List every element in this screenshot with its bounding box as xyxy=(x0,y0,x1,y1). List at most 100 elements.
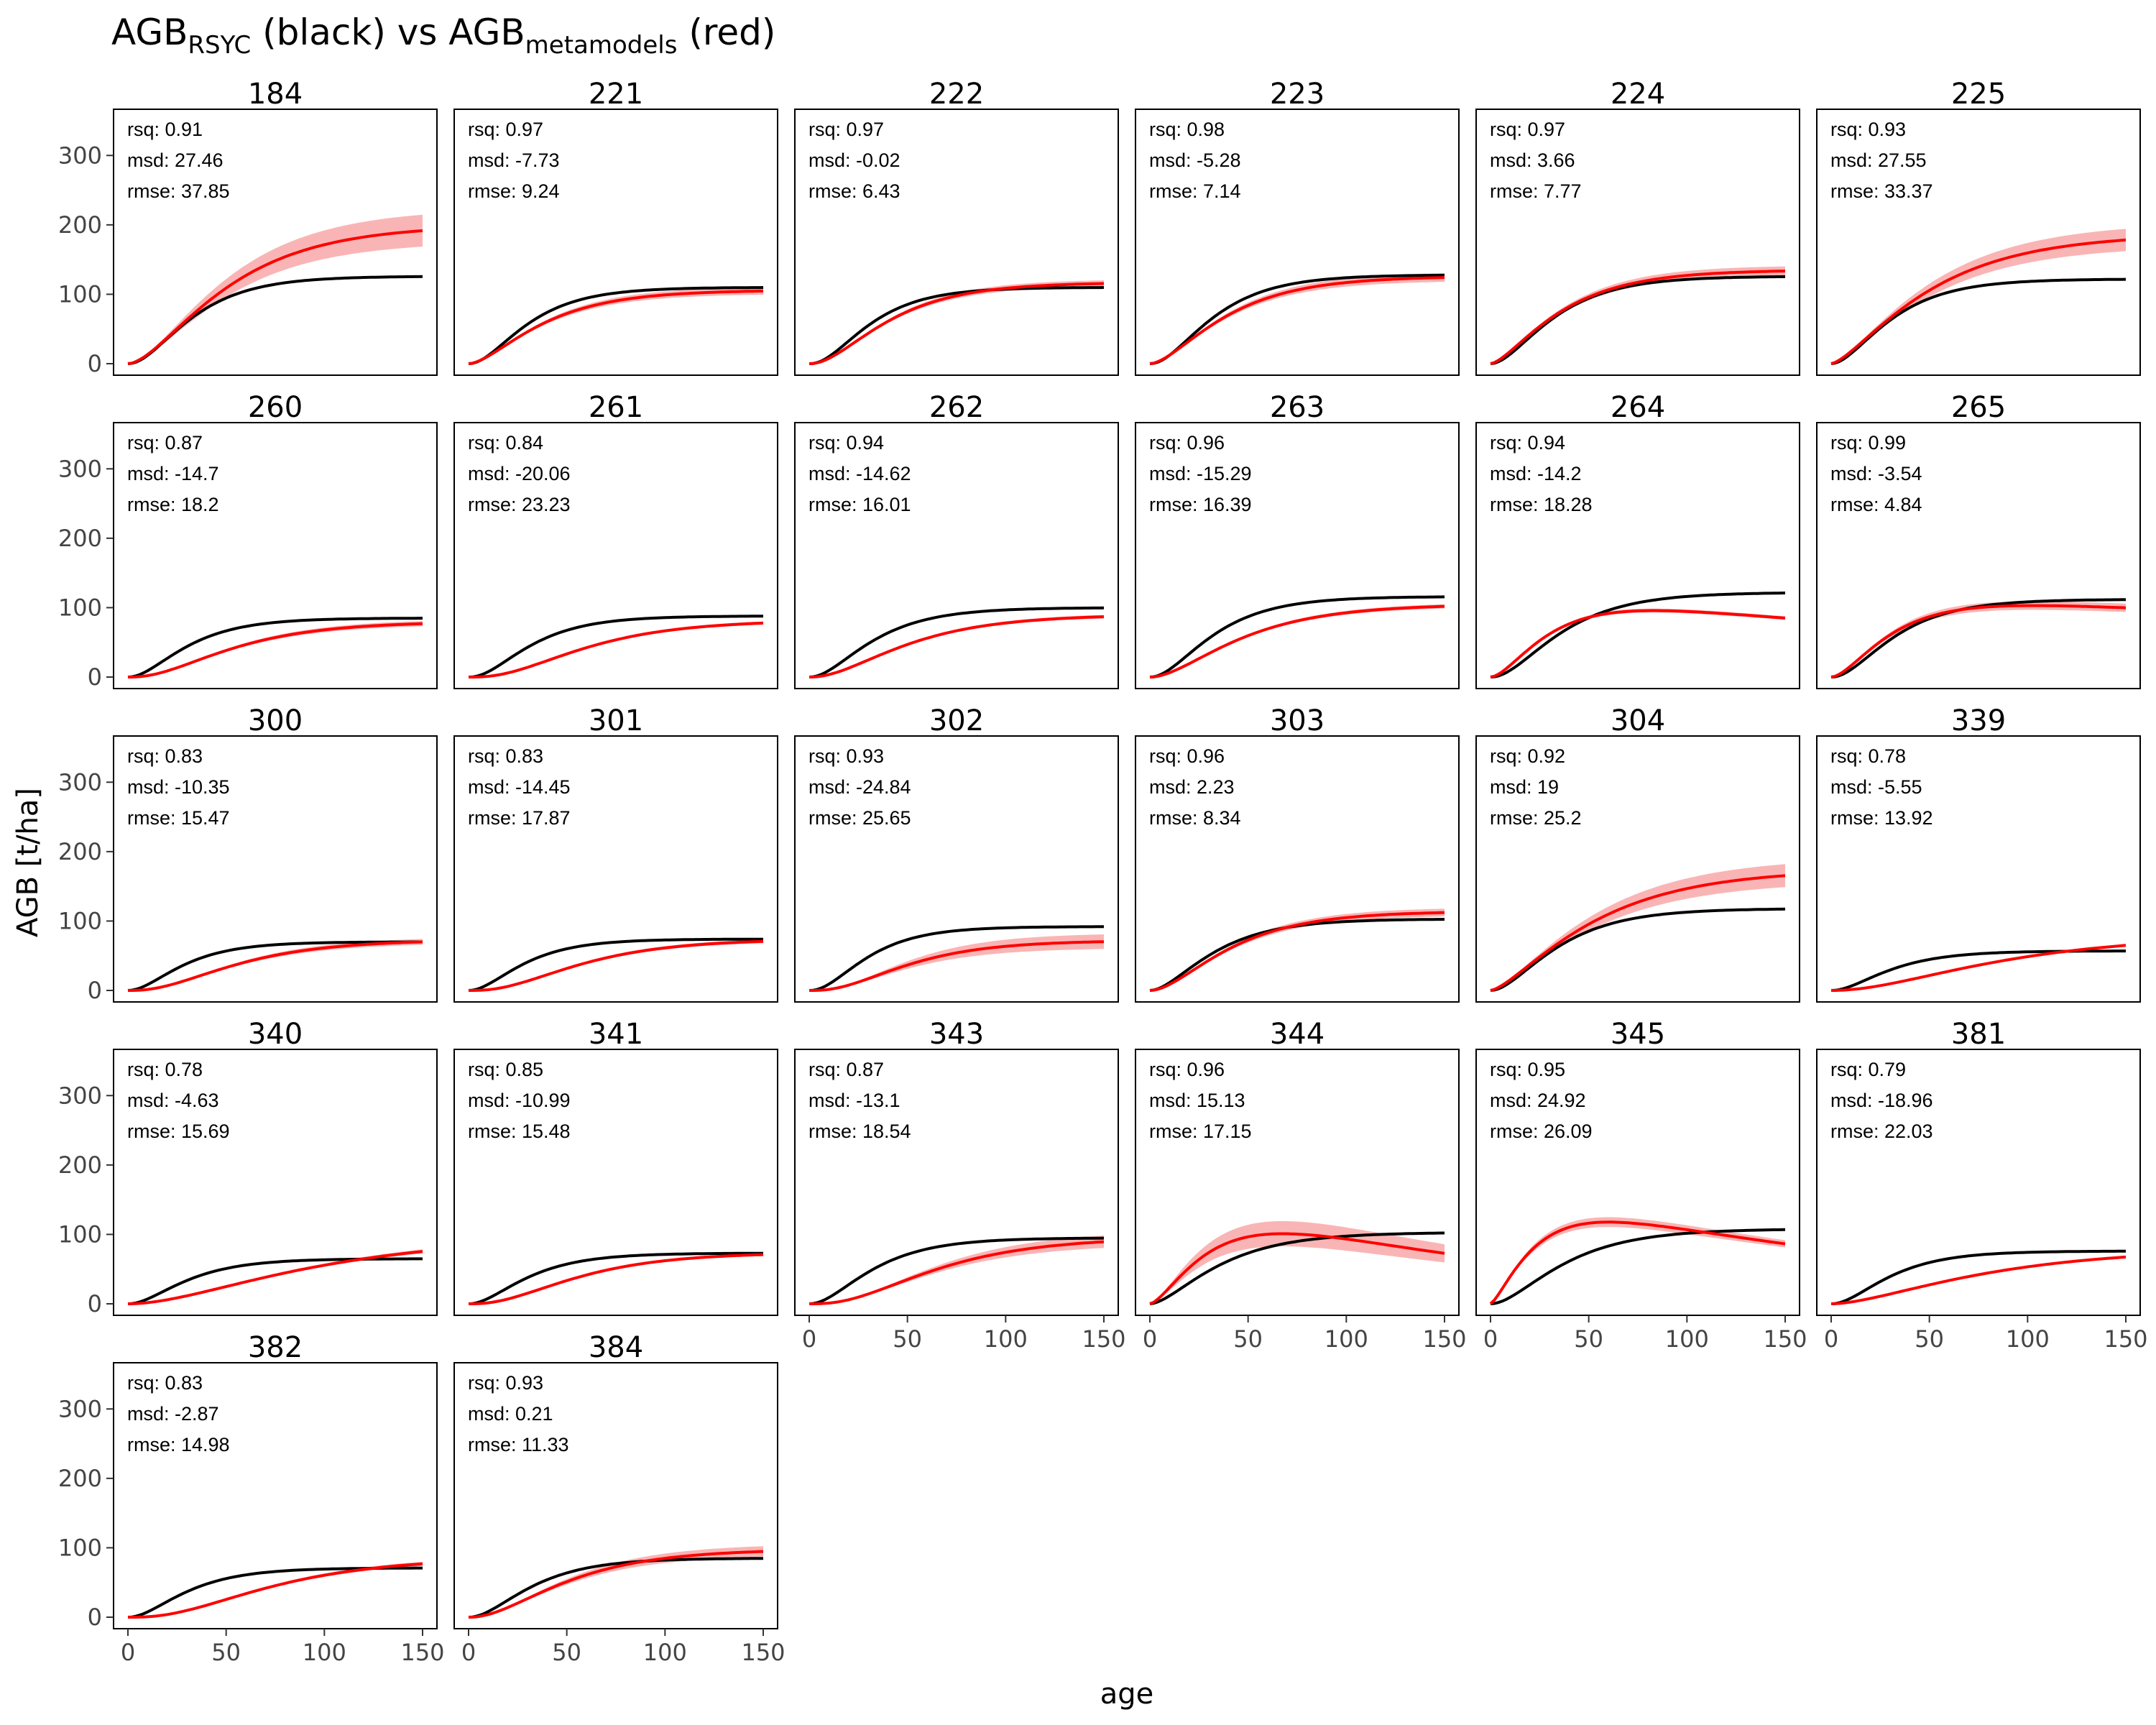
panel-label: 340 xyxy=(248,1018,303,1051)
x-tick-label: 0 xyxy=(461,1639,476,1666)
panel-frame xyxy=(453,422,778,689)
stat-rsq: rsq: 0.97 xyxy=(468,119,543,140)
x-tick-label: 100 xyxy=(1325,1325,1368,1353)
confidence-band xyxy=(1831,601,2126,677)
stat-rmse: rmse: 8.34 xyxy=(1149,807,1241,829)
stat-rmse: rmse: 15.47 xyxy=(127,807,230,829)
y-axis-title: AGB [t/ha] xyxy=(11,788,45,937)
stat-rmse: rmse: 7.77 xyxy=(1490,180,1582,202)
stat-rmse: rmse: 18.54 xyxy=(808,1121,911,1142)
metamodel-line xyxy=(1490,609,1786,678)
panel-frame xyxy=(1135,422,1460,689)
rsyc-line xyxy=(468,615,763,678)
confidence-band xyxy=(809,1236,1104,1304)
x-tick-label: 0 xyxy=(802,1325,816,1353)
x-tick-label: 150 xyxy=(1763,1325,1807,1353)
stat-rsq: rsq: 0.85 xyxy=(468,1059,543,1080)
rsyc-line xyxy=(1830,277,2127,365)
confidence-band xyxy=(128,214,423,364)
panel-frame xyxy=(113,109,438,376)
x-tick-label: 150 xyxy=(2104,1325,2147,1353)
stat-rsq: rsq: 0.98 xyxy=(1149,119,1225,140)
panel-384: 384 rsq: 0.93 msd: 0.21 rmse: 11.33 0 50 100 15… xyxy=(453,1331,786,1666)
stat-rsq: rsq: 0.95 xyxy=(1490,1059,1565,1080)
rsyc-line xyxy=(127,617,423,678)
stat-msd: msd: 24.92 xyxy=(1490,1090,1586,1111)
y-tick-label: 300 xyxy=(58,142,102,169)
stat-msd: msd: -10.35 xyxy=(127,776,230,798)
panel-label: 345 xyxy=(1611,1018,1665,1051)
metamodel-line xyxy=(809,1240,1105,1305)
x-tick-label: 150 xyxy=(1422,1325,1466,1353)
panel-frame xyxy=(1135,1049,1460,1316)
y-tick-label: 100 xyxy=(58,594,102,621)
confidence-band xyxy=(809,934,1104,990)
metamodel-line xyxy=(1149,604,1445,678)
metamodel-line xyxy=(808,615,1105,678)
metamodel-line xyxy=(809,940,1105,992)
rsyc-line xyxy=(1490,1228,1786,1305)
stat-msd: msd: -14.45 xyxy=(468,776,571,798)
panel-frame xyxy=(1135,109,1460,376)
panel-frame xyxy=(1135,735,1460,1003)
panel-184: 184 rsq: 0.91 msd: 27.46 rmse: 37.85 0 100 200… xyxy=(58,78,438,377)
stat-rsq: rsq: 0.84 xyxy=(468,432,543,454)
stat-rsq: rsq: 0.94 xyxy=(1490,432,1565,454)
stat-rmse: rmse: 18.2 xyxy=(127,494,219,515)
confidence-band xyxy=(128,1561,423,1617)
x-tick-label: 0 xyxy=(1483,1325,1498,1353)
stat-rmse: rmse: 33.37 xyxy=(1830,180,1933,202)
metamodel-line xyxy=(1489,1220,1786,1305)
stat-rmse: rmse: 15.69 xyxy=(127,1121,230,1142)
x-tick-label: 100 xyxy=(1665,1325,1709,1353)
chart-title: AGBRSYC (black) vs AGBmetamodels (red) xyxy=(111,12,775,60)
panel-frame xyxy=(1816,735,2141,1003)
y-tick-label: 300 xyxy=(58,768,102,796)
metamodel-line xyxy=(1831,944,2127,992)
stat-rsq: rsq: 0.97 xyxy=(808,119,884,140)
stat-rmse: rmse: 7.14 xyxy=(1149,180,1241,202)
panel-label: 262 xyxy=(929,391,984,424)
stat-msd: msd: 0.21 xyxy=(468,1403,553,1425)
x-tick-label: 100 xyxy=(303,1639,346,1666)
panel-301: 301 rsq: 0.83 msd: -14.45 rmse: 17.87 xyxy=(453,704,778,1003)
rsyc-line xyxy=(468,1557,764,1619)
metamodel-line xyxy=(128,1562,423,1619)
panel-224: 224 rsq: 0.97 msd: 3.66 rmse: 7.77 xyxy=(1475,78,1800,376)
panel-label: 260 xyxy=(248,391,303,424)
metamodel-line xyxy=(1490,270,1786,365)
panel-label: 223 xyxy=(1270,78,1325,111)
stat-rsq: rsq: 0.93 xyxy=(468,1372,543,1394)
panel-label: 303 xyxy=(1270,704,1325,737)
y-tick-label: 0 xyxy=(88,663,102,691)
x-axis-title: age xyxy=(1100,1678,1154,1711)
panel-frame xyxy=(794,735,1119,1003)
panel-frame xyxy=(1816,1049,2141,1316)
panel-label: 343 xyxy=(929,1018,984,1051)
y-tick-label: 200 xyxy=(58,211,102,239)
panel-frame xyxy=(1475,1049,1800,1316)
stat-rsq: rsq: 0.93 xyxy=(808,745,884,767)
panel-label: 384 xyxy=(589,1331,643,1364)
stat-msd: msd: -14.7 xyxy=(127,463,219,484)
stat-msd: msd: -15.29 xyxy=(1149,463,1252,484)
y-tick-label: 100 xyxy=(58,280,102,308)
panel-304: 304 rsq: 0.92 msd: 19 rmse: 25.2 xyxy=(1475,704,1800,1003)
stat-rsq: rsq: 0.78 xyxy=(127,1059,203,1080)
panel-302: 302 rsq: 0.93 msd: -24.84 rmse: 25.65 xyxy=(794,704,1119,1003)
stat-rsq: rsq: 0.96 xyxy=(1149,1059,1225,1080)
y-tick-label: 200 xyxy=(58,1151,102,1179)
panel-262: 262 rsq: 0.94 msd: -14.62 rmse: 16.01 xyxy=(794,391,1119,689)
stat-rmse: rmse: 22.03 xyxy=(1830,1121,1933,1142)
metamodel-line xyxy=(469,1253,764,1305)
stat-rsq: rsq: 0.83 xyxy=(468,745,543,767)
stat-msd: msd: -0.02 xyxy=(808,150,900,171)
panel-label: 301 xyxy=(589,704,643,737)
confidence-band xyxy=(1150,273,1445,364)
stat-rsq: rsq: 0.83 xyxy=(127,1372,203,1394)
x-tick-label: 0 xyxy=(1824,1325,1838,1353)
panel-339: 339 rsq: 0.78 msd: -5.55 rmse: 13.92 xyxy=(1816,704,2141,1003)
stat-rsq: rsq: 0.96 xyxy=(1149,745,1225,767)
rsyc-line xyxy=(1490,592,1786,678)
panel-frame xyxy=(113,1362,438,1629)
